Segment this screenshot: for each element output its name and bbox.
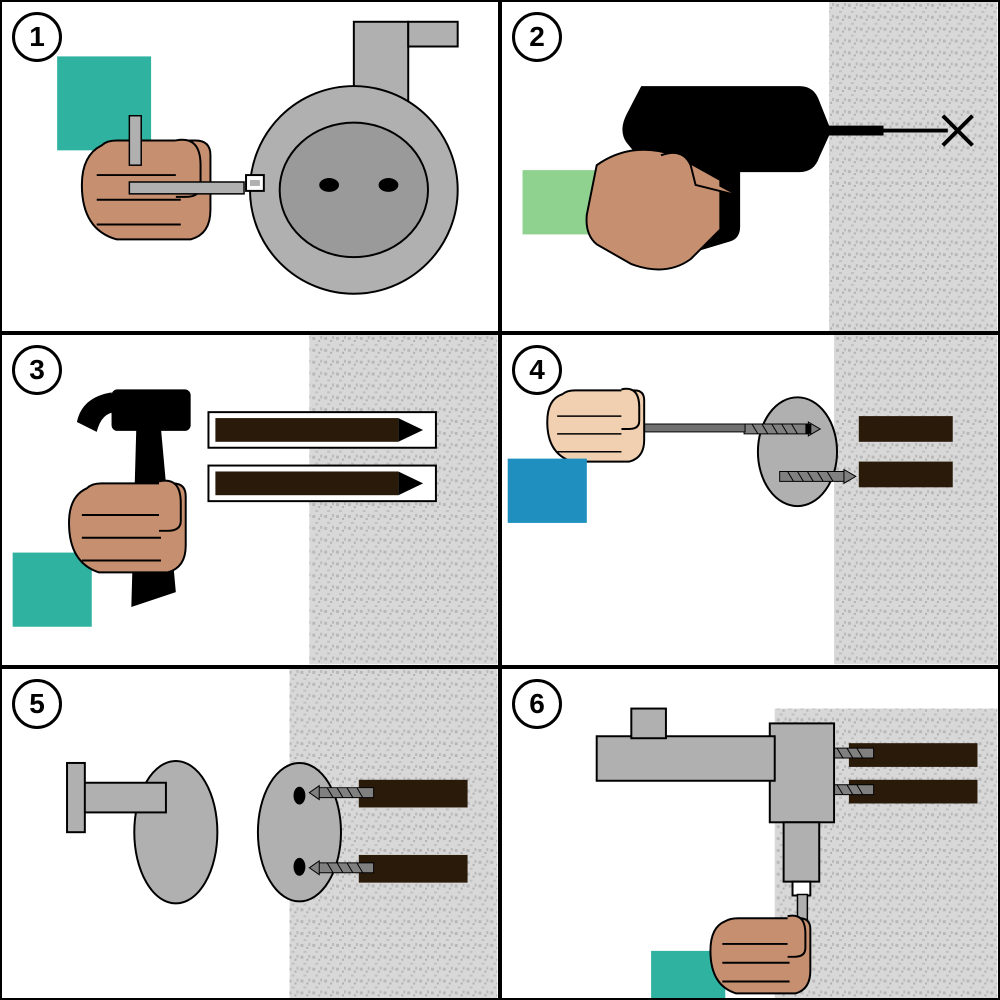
wall-plate-icon — [258, 763, 341, 901]
step-number: 5 — [12, 679, 62, 729]
wall-icon — [834, 335, 997, 664]
hand-allen-key-icon — [57, 56, 244, 239]
step-panel-1: 1 — [0, 0, 500, 333]
scene-3 — [2, 335, 498, 664]
scene-2 — [502, 2, 998, 331]
step-number: 3 — [12, 345, 62, 395]
hand-icon — [13, 481, 186, 627]
step-panel-4: 4 — [500, 333, 1000, 666]
step-panel-2: 2 — [500, 0, 1000, 333]
scene-4 — [502, 335, 998, 664]
hand-icon — [508, 389, 644, 523]
step-number: 4 — [512, 345, 562, 395]
instruction-grid: 1 — [0, 0, 1000, 1000]
anchor-icon — [208, 466, 435, 502]
screw-icon — [780, 470, 856, 484]
step-number: 6 — [512, 679, 562, 729]
step-panel-5: 5 — [0, 667, 500, 1000]
wall-icon — [829, 2, 997, 331]
step-panel-3: 3 — [0, 333, 500, 666]
step-number: 2 — [512, 12, 562, 62]
anchor-icon — [208, 412, 435, 448]
scene-1 — [2, 2, 498, 331]
fixture-mounted-icon — [597, 708, 834, 895]
hook-bracket-icon — [67, 761, 217, 903]
mounting-plate-icon — [758, 398, 837, 507]
scene-6 — [502, 669, 998, 998]
anchor-slot-icon — [859, 462, 953, 488]
fixture-icon — [246, 22, 458, 294]
anchor-slot-icon — [859, 416, 953, 442]
screw-icon — [744, 422, 820, 436]
step-number: 1 — [12, 12, 62, 62]
hand-icon — [651, 915, 810, 998]
scene-5 — [2, 669, 498, 998]
step-panel-6: 6 — [500, 667, 1000, 1000]
